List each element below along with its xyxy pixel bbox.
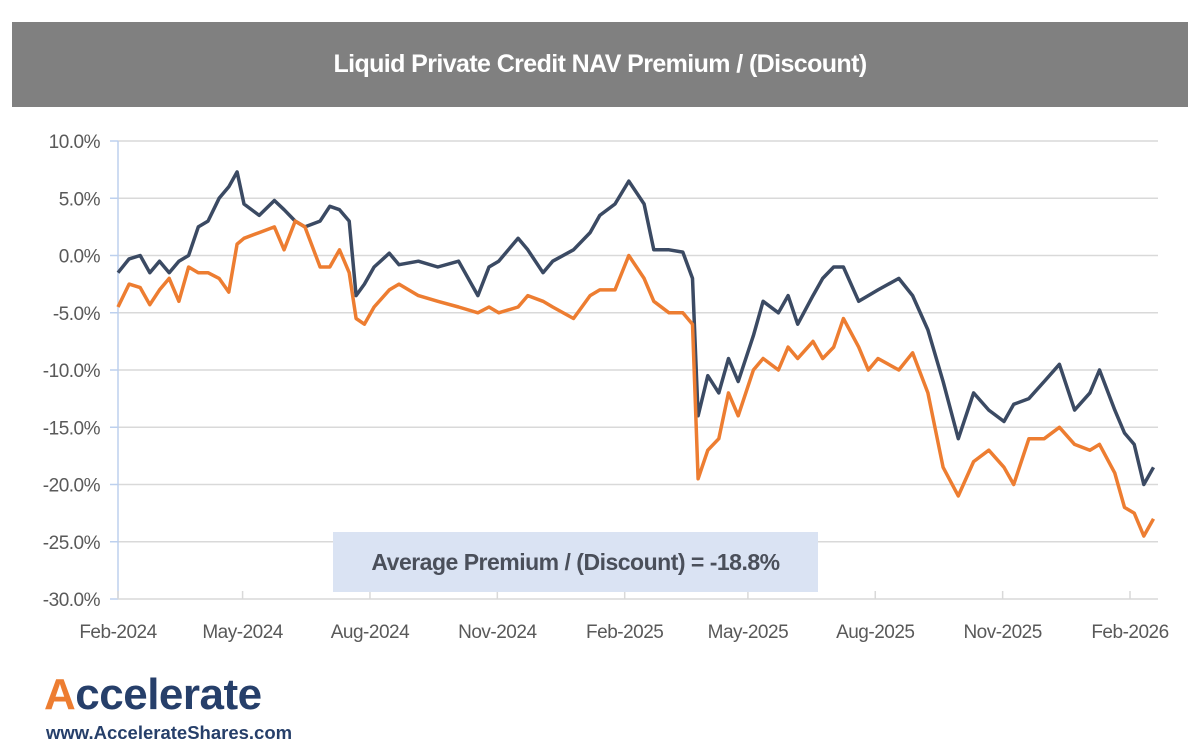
x-tick-label: Aug-2024 bbox=[331, 622, 410, 643]
y-tick-label: -10.0% bbox=[43, 361, 101, 382]
y-tick-label: -30.0% bbox=[43, 590, 101, 611]
average-annotation: Average Premium / (Discount) = -18.8% bbox=[371, 548, 780, 575]
y-tick-label: 10.0% bbox=[49, 132, 101, 153]
x-tick-label: Feb-2024 bbox=[79, 622, 157, 643]
chart-title-bar: Liquid Private Credit NAV Premium / (Dis… bbox=[12, 22, 1188, 107]
y-tick-label: -5.0% bbox=[53, 304, 101, 325]
y-tick-label: 0.0% bbox=[59, 247, 101, 268]
y-tick-label: -25.0% bbox=[43, 533, 101, 554]
average-annotation-box: Average Premium / (Discount) = -18.8% bbox=[333, 532, 818, 592]
x-tick-label: May-2025 bbox=[708, 622, 789, 643]
y-tick-label: -15.0% bbox=[43, 418, 101, 439]
x-tick-label: May-2024 bbox=[202, 622, 283, 643]
series-line-1 bbox=[116, 170, 1156, 487]
series-line-2 bbox=[116, 219, 1156, 538]
x-tick-label: Aug-2025 bbox=[836, 622, 914, 643]
chart-title: Liquid Private Credit NAV Premium / (Dis… bbox=[333, 50, 867, 78]
x-tick-label: Nov-2024 bbox=[458, 622, 537, 643]
logo-wordmark: Accelerate bbox=[44, 670, 262, 719]
y-tick-label: -20.0% bbox=[43, 476, 101, 497]
x-tick-label: Nov-2025 bbox=[963, 622, 1041, 643]
x-tick-label: Feb-2025 bbox=[586, 622, 663, 643]
logo-url: www.AccelerateShares.com bbox=[46, 722, 293, 743]
x-tick-label: Feb-2026 bbox=[1091, 622, 1168, 643]
y-tick-label: 5.0% bbox=[59, 189, 101, 210]
